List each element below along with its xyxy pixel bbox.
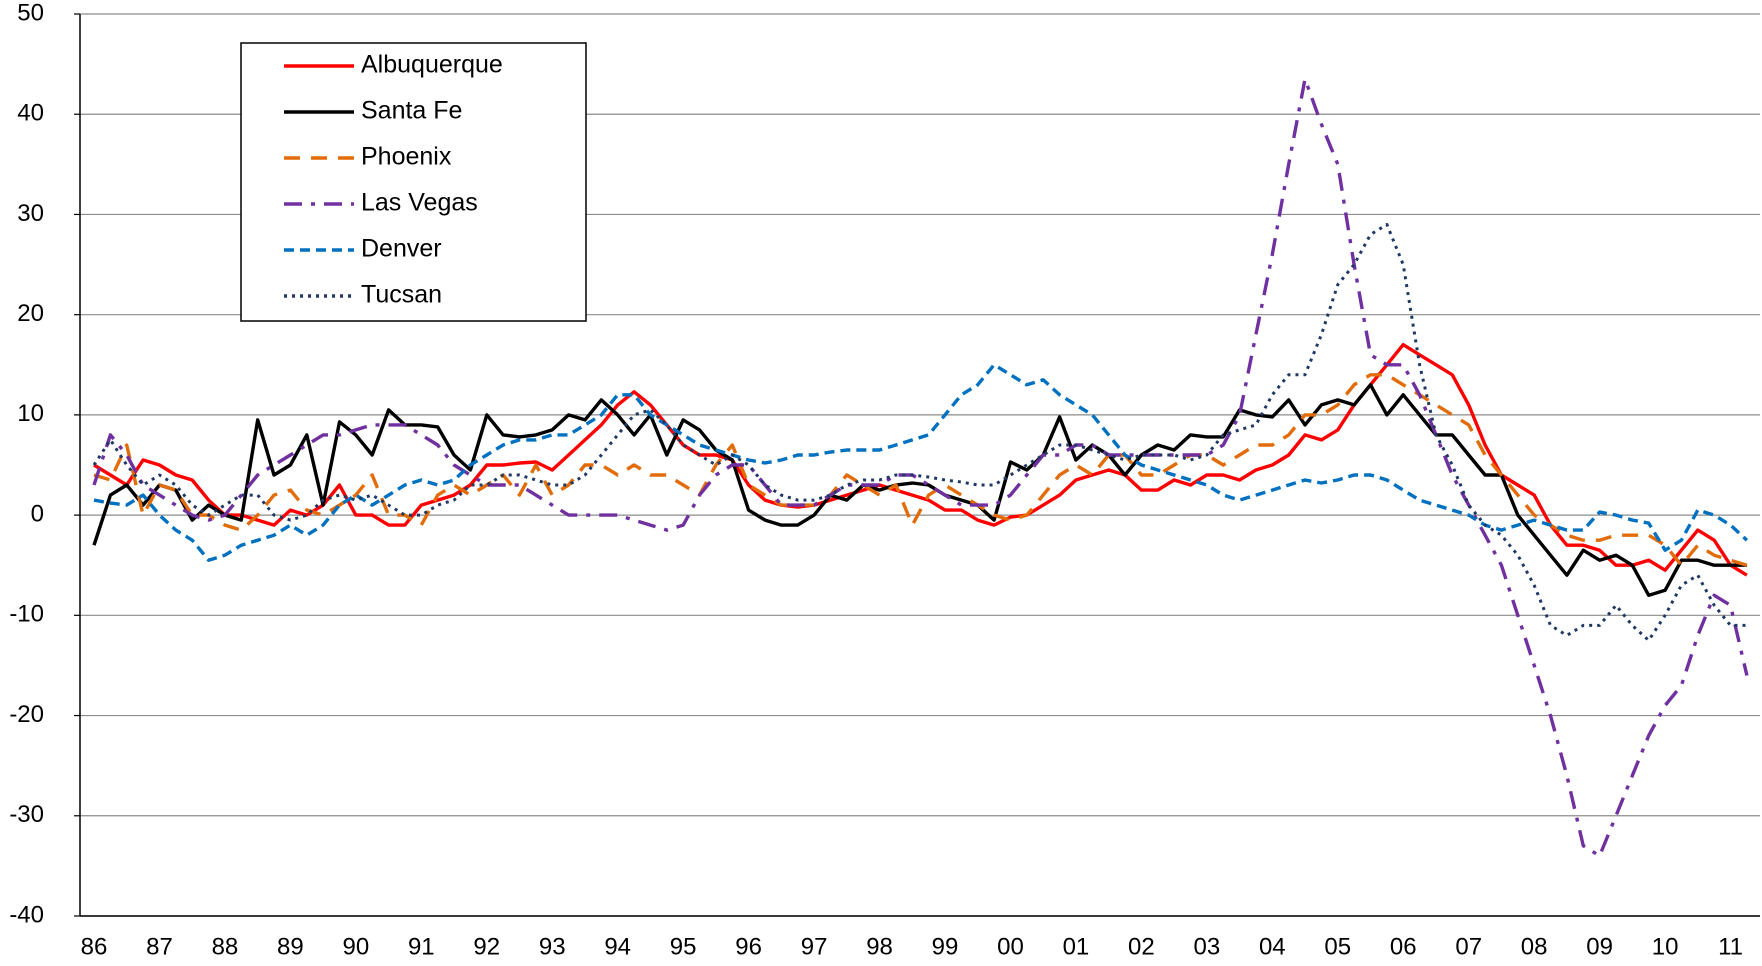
y-tick-label: -40 xyxy=(9,901,44,928)
series-line xyxy=(92,223,1747,642)
y-tick-label: 0 xyxy=(31,500,44,527)
legend-label: Santa Fe xyxy=(361,97,462,125)
legend-box xyxy=(240,42,587,322)
x-tick-label: 08 xyxy=(1521,933,1548,960)
y-tick-label: -30 xyxy=(9,801,44,828)
series-line xyxy=(93,373,1748,567)
y-tick-label: 50 xyxy=(17,0,44,26)
x-tick-label: 95 xyxy=(670,933,697,960)
legend-label: Las Vegas xyxy=(361,189,478,217)
y-tick-label: 40 xyxy=(17,100,44,127)
series-line xyxy=(92,383,1747,597)
x-tick-label: 11 xyxy=(1718,933,1743,960)
series-line xyxy=(93,363,1749,562)
x-tick-label: 97 xyxy=(801,933,828,960)
x-tick-label: 86 xyxy=(81,933,108,960)
x-tick-label: 92 xyxy=(473,933,500,960)
legend-label: Phoenix xyxy=(361,143,452,171)
legend: Albuquerque Santa Fe Phoenix Las Vegas Denve… xyxy=(240,42,587,322)
y-tick-label: -20 xyxy=(9,701,44,728)
x-tick-label: 90 xyxy=(342,933,369,960)
x-tick-label: 05 xyxy=(1324,933,1351,960)
x-tick-label: 93 xyxy=(539,933,566,960)
x-tick-label: 96 xyxy=(735,933,762,960)
legend-label: Albuquerque xyxy=(361,51,503,79)
x-tick-label: 94 xyxy=(604,933,631,960)
x-tick-label: 01 xyxy=(1063,933,1090,960)
x-tick-label: 91 xyxy=(408,933,435,960)
x-tick-label: 88 xyxy=(212,933,239,960)
x-tick-label: 00 xyxy=(997,933,1024,960)
x-tick-label: 10 xyxy=(1652,933,1679,960)
legend-label: Tucsan xyxy=(361,281,442,309)
x-tick-label: 09 xyxy=(1586,933,1613,960)
legend-label: Denver xyxy=(361,235,442,263)
x-tick-label: 98 xyxy=(866,933,893,960)
y-tick-label: 20 xyxy=(17,300,44,327)
x-tick-label: 99 xyxy=(932,933,959,960)
x-tick-label: 89 xyxy=(277,933,304,960)
y-tick-label: -10 xyxy=(9,601,44,628)
y-tick-label: 30 xyxy=(17,200,44,227)
x-tick-label: 07 xyxy=(1455,933,1482,960)
x-tick-label: 04 xyxy=(1259,933,1286,960)
x-tick-label: 06 xyxy=(1390,933,1417,960)
x-tick-label: 87 xyxy=(146,933,173,960)
x-tick-label: 02 xyxy=(1128,933,1155,960)
x-tick-label: 03 xyxy=(1193,933,1220,960)
series-line xyxy=(93,343,1748,577)
y-tick-label: 10 xyxy=(17,400,44,427)
